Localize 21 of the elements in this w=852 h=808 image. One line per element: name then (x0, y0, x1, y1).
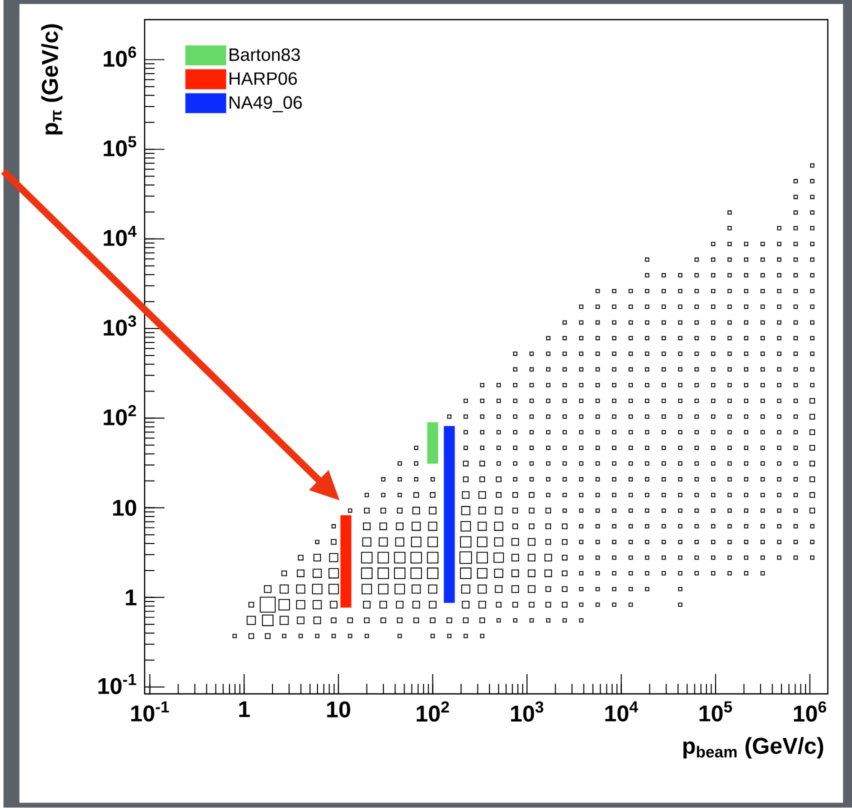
y-tick-label: 10$^{4}$ (104, 226, 137, 246)
x-tick-label: 10$^{-1}$ (131, 701, 169, 722)
y-tick-label: 1 (126, 590, 136, 606)
x-axis-title: p$_{beam}$ (GeV/c) (683, 737, 824, 759)
x-tick-label: 10$^{4}$ (605, 701, 638, 722)
y-tick-label: 10 (113, 500, 136, 516)
x-tick-label: 10$^{6}$ (794, 701, 826, 722)
y-tick-label: 10$^{2}$ (104, 405, 136, 426)
x-tick-label: 10$^{2}$ (416, 701, 449, 722)
y-tick-label: 10$^{5}$ (104, 136, 136, 157)
y-tick-label: 10$^{-1}$ (98, 674, 136, 694)
y-axis-title: p$_{π}$ (GeV/c) (41, 24, 63, 135)
legend-label: NA49_06 (230, 96, 302, 112)
x-tick-label: 1 (239, 701, 250, 718)
legend-label: HARP06 (230, 72, 297, 86)
y-tick-label: 10$^{3}$ (104, 316, 136, 336)
y-tick-label: 10$^{6}$ (104, 46, 136, 68)
legend-label: Barton83 (230, 48, 300, 62)
x-tick-label: 10$^{5}$ (700, 701, 732, 722)
x-tick-label: 10$^{3}$ (511, 701, 544, 722)
x-tick-label: 10 (327, 701, 350, 718)
